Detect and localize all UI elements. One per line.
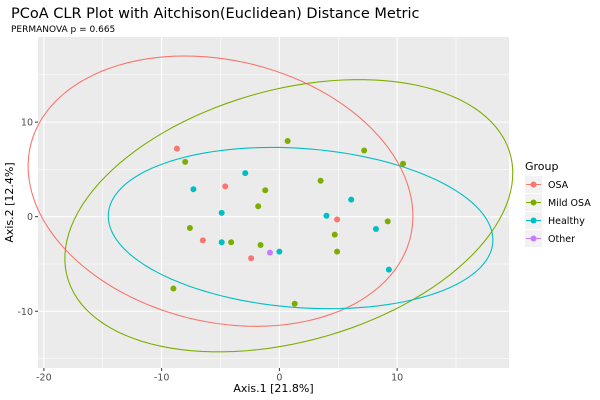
legend-label-mild-osa: Mild OSA bbox=[548, 198, 591, 209]
point-healthy bbox=[242, 170, 249, 177]
point-healthy bbox=[190, 186, 197, 193]
x-tick-label: -10 bbox=[154, 373, 170, 384]
point-healthy bbox=[385, 266, 392, 273]
point-healthy bbox=[348, 196, 355, 203]
point-mild-osa bbox=[400, 160, 407, 167]
point-osa bbox=[248, 255, 255, 262]
point-mild-osa bbox=[361, 147, 368, 154]
point-mild-osa bbox=[284, 138, 291, 145]
y-axis-title: Axis.2 [12.4%] bbox=[3, 162, 16, 242]
point-mild-osa bbox=[228, 239, 235, 246]
point-osa bbox=[334, 216, 341, 223]
point-mild-osa bbox=[331, 231, 338, 238]
point-healthy bbox=[218, 239, 225, 246]
point-mild-osa bbox=[262, 187, 269, 194]
point-healthy bbox=[218, 209, 225, 216]
point-mild-osa bbox=[255, 203, 262, 210]
legend-key-point bbox=[530, 199, 537, 206]
point-mild-osa bbox=[384, 218, 391, 225]
legend-label-other: Other bbox=[548, 234, 575, 245]
y-tick-label: 10 bbox=[21, 118, 33, 129]
ellipse-healthy bbox=[107, 146, 494, 310]
x-tick-label: -20 bbox=[36, 373, 52, 384]
legend-label-healthy: Healthy bbox=[548, 216, 585, 227]
chart-title: PCoA CLR Plot with Aitchison(Euclidean) … bbox=[11, 6, 420, 22]
legend-key-point bbox=[530, 235, 537, 242]
legend-title: Group bbox=[525, 160, 559, 173]
plot-panel bbox=[38, 37, 509, 368]
point-mild-osa bbox=[334, 248, 341, 255]
point-mild-osa bbox=[186, 225, 193, 232]
x-tick-label: 0 bbox=[276, 373, 282, 384]
point-osa bbox=[222, 183, 229, 190]
point-osa bbox=[199, 237, 206, 244]
point-other bbox=[266, 249, 273, 256]
legend-key-point bbox=[530, 217, 537, 224]
ellipse-osa bbox=[27, 55, 414, 327]
point-healthy bbox=[276, 248, 283, 255]
point-mild-osa bbox=[170, 285, 177, 292]
point-mild-osa bbox=[317, 177, 324, 184]
legend-key-point bbox=[530, 181, 537, 188]
point-mild-osa bbox=[257, 242, 264, 249]
chart-subtitle: PERMANOVA p = 0.665 bbox=[11, 25, 115, 35]
legend-label-osa: OSA bbox=[548, 180, 569, 191]
point-mild-osa bbox=[291, 300, 298, 307]
legend: Group OSA Mild OSA Healthy Other bbox=[525, 160, 591, 247]
point-mild-osa bbox=[182, 158, 189, 165]
ellipse-mild-osa bbox=[64, 79, 514, 353]
x-axis-title: Axis.1 [21.8%] bbox=[233, 382, 313, 395]
x-tick-label: 10 bbox=[391, 373, 403, 384]
y-tick-label: -10 bbox=[17, 307, 33, 318]
y-tick-label: 0 bbox=[27, 212, 33, 223]
point-osa bbox=[173, 145, 180, 152]
point-healthy bbox=[372, 225, 379, 232]
point-healthy bbox=[323, 212, 330, 219]
